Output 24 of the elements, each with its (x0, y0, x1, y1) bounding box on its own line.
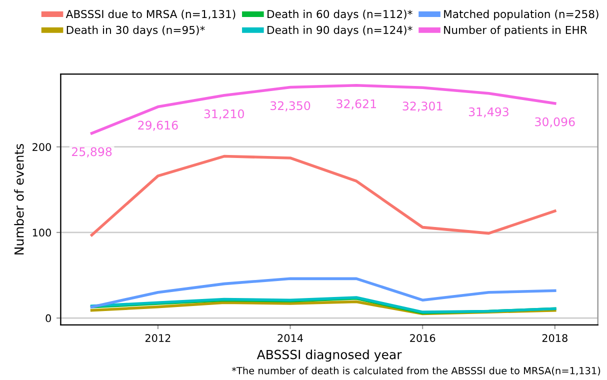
legend-label: Number of patients in EHR (444, 26, 588, 36)
legend-label: Death in 30 days (n=95)* (66, 26, 205, 36)
x-tick-label: 2018 (542, 334, 568, 342)
data-label: 32,350 (270, 101, 310, 112)
data-label: 31,210 (204, 109, 244, 120)
data-label: 30,096 (535, 117, 575, 128)
data-label: 29,616 (138, 120, 178, 131)
legend-label: Death in 90 days (n=124)* (268, 26, 412, 36)
y-tick-label: 0 (46, 314, 51, 322)
data-label: 32,301 (402, 102, 442, 112)
x-tick-label: 2016 (410, 334, 436, 342)
y-tick-label: 200 (32, 143, 51, 151)
data-label: 31,493 (468, 107, 508, 118)
y-axis-title: Number of events (14, 144, 24, 254)
legend-label: ABSSSI due to MRSA (n=1,131) (66, 10, 236, 20)
data-label: 25,898 (72, 147, 112, 158)
text: *The number of death is calculated from the ABSSSI due to MRSA(n=1,131) (232, 366, 600, 376)
x-axis-title: ABSSSI diagnosed year (256, 350, 402, 362)
legend-label: Death in 60 days (n=112)* (268, 10, 412, 20)
data-label: 32,621 (336, 99, 376, 110)
x-tick-label: 2014 (278, 334, 303, 342)
legend-label: Matched population (n=258) (444, 10, 598, 20)
x-tick-label: 2012 (145, 334, 170, 342)
y-tick-label: 100 (32, 228, 51, 237)
